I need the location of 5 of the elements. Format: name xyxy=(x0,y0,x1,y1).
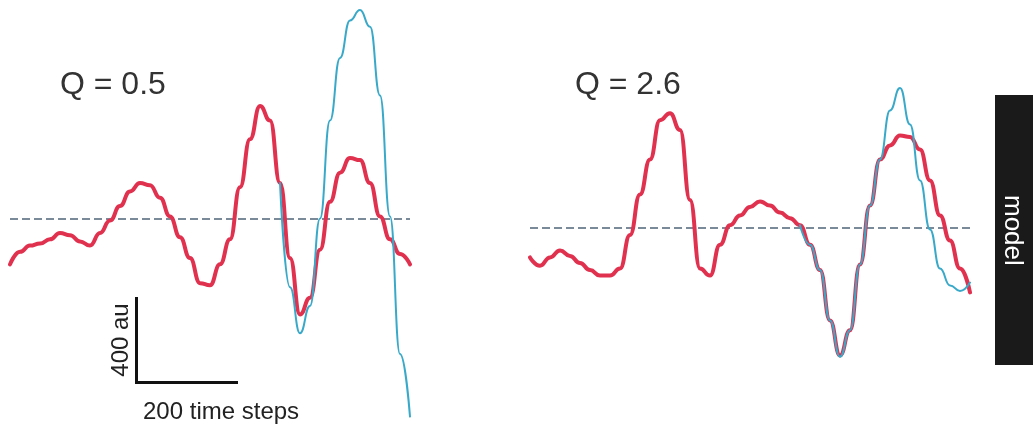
annotation: 400 au xyxy=(106,303,134,377)
annotation: 200 time steps xyxy=(143,397,300,425)
text: model xyxy=(995,95,1033,365)
chart-title: Q = 2.6 xyxy=(575,65,681,101)
text: Q = 0.5 xyxy=(60,65,166,101)
